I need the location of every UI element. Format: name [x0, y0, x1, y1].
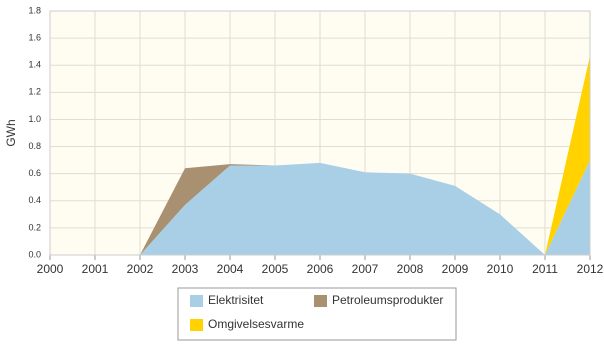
x-tick-label: 2003 [172, 262, 199, 276]
y-tick-label: 0.4 [28, 195, 41, 205]
y-tick-label: 0.6 [28, 168, 41, 178]
area [50, 160, 590, 255]
legend-label: Petroleumsprodukter [332, 293, 443, 307]
x-tick-label: 2011 [532, 262, 558, 276]
y-tick-label: 1.6 [28, 32, 41, 42]
y-tick-label: 1.8 [28, 5, 41, 15]
x-tick-label: 2009 [442, 262, 469, 276]
legend-label: Elektrisitet [208, 293, 264, 307]
x-tick-label: 2006 [307, 262, 334, 276]
area [50, 160, 590, 255]
x-tick-label: 2000 [37, 262, 64, 276]
y-tick-label: 0.8 [28, 141, 41, 151]
x-tick-label: 2008 [397, 262, 424, 276]
legend-label: Omgivelsesvarme [208, 317, 304, 331]
y-tick-label: 1.4 [28, 60, 41, 70]
y-axis-title: GWh [4, 119, 18, 146]
x-tick-label: 2005 [262, 262, 289, 276]
x-tick-label: 2012 [577, 262, 604, 276]
x-tick-label: 2004 [217, 262, 244, 276]
y-tick-label: 1.0 [28, 114, 41, 124]
x-tick-label: 2002 [127, 262, 154, 276]
legend-swatch [190, 319, 203, 331]
y-tick-label: 1.2 [28, 87, 41, 97]
plot-border [49, 10, 591, 256]
y-tick-label: 0.2 [28, 222, 41, 232]
x-tick-label: 2007 [352, 262, 379, 276]
x-tick-label: 2010 [487, 262, 514, 276]
legend-swatch [314, 295, 327, 307]
x-tick-label: 2001 [82, 262, 109, 276]
y-tick-label: 0.0 [28, 249, 41, 259]
legend-swatch [190, 295, 203, 307]
